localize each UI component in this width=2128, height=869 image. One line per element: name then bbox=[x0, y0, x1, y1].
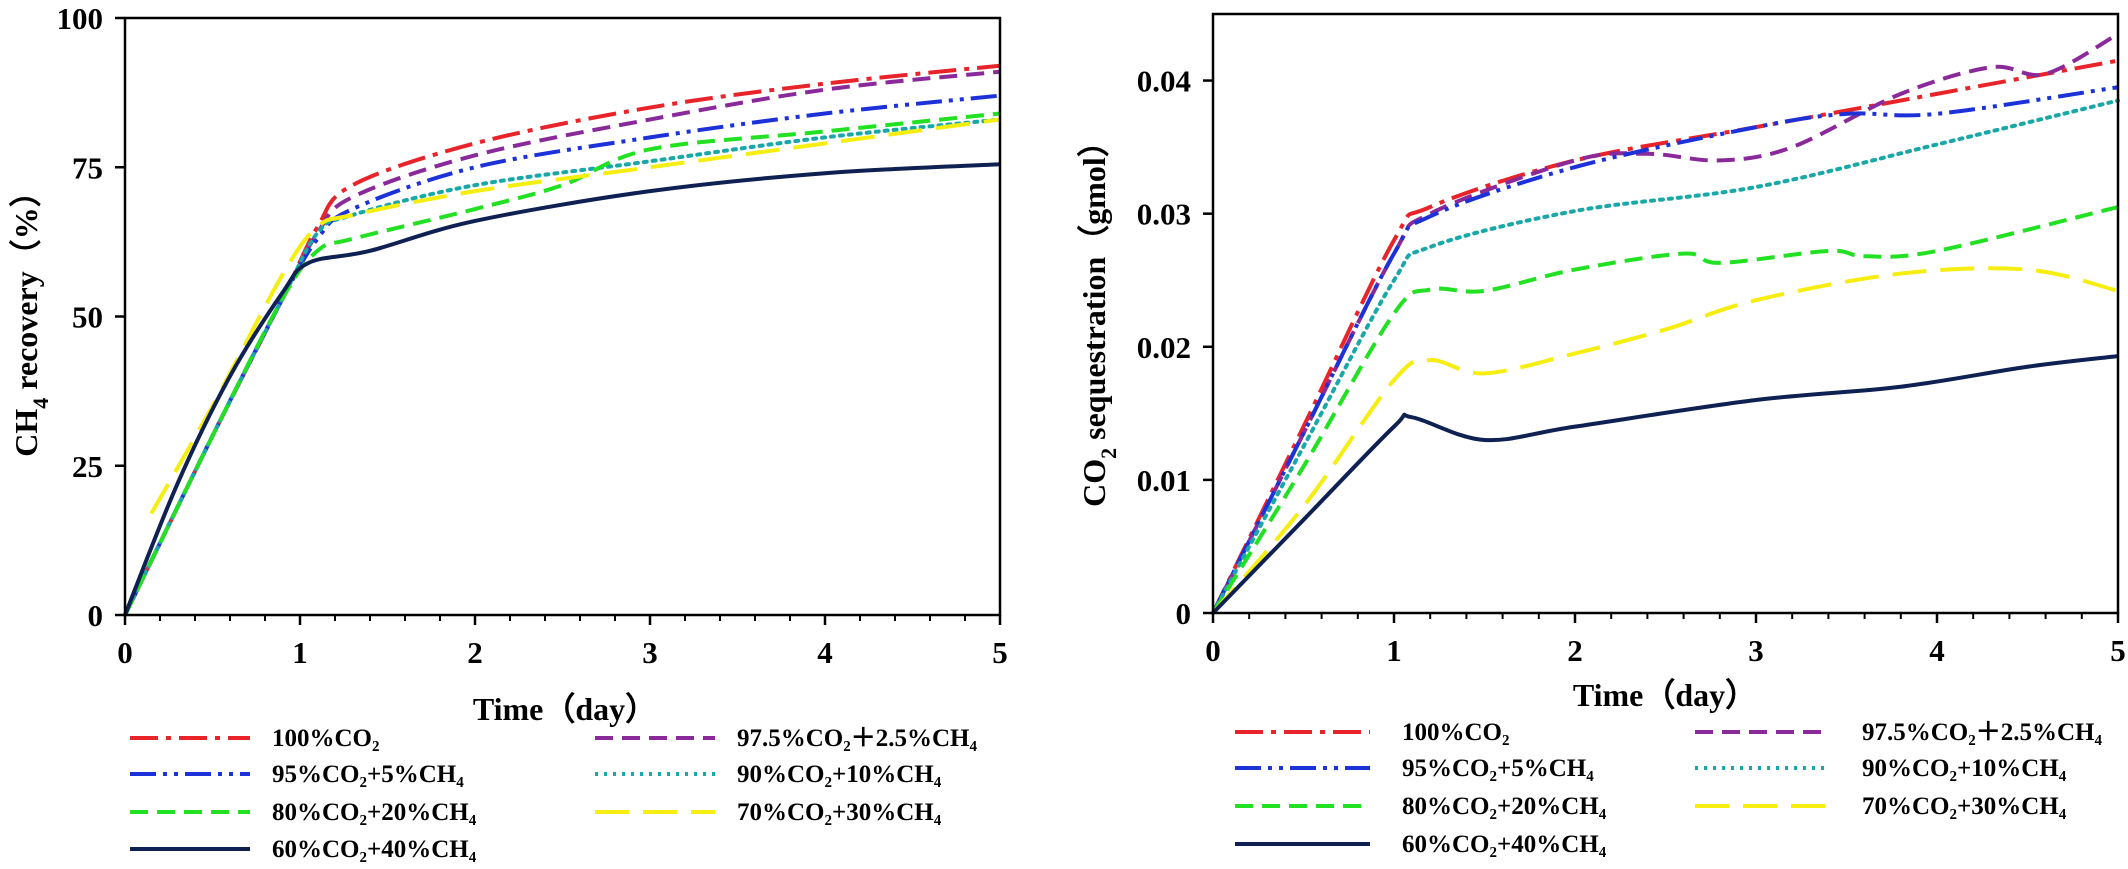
legend: 100%CO₂ 97.5%CO₂＋2.5%CH₄ 95%CO₂+5%CH₄ 90%CO… bbox=[1235, 719, 2102, 858]
series-line-1 bbox=[123, 63, 1001, 616]
legend-label-7: 60%CO₂+40%CH₄ bbox=[1402, 831, 1607, 858]
x-tick-label: 2 bbox=[1567, 633, 1583, 668]
x-tick-label: 4 bbox=[817, 635, 833, 670]
series-layer bbox=[1211, 32, 2120, 615]
series-line-4 bbox=[1211, 98, 2120, 615]
y-axis-title-subscript: 4 bbox=[28, 398, 53, 409]
y-tick-label: 0 bbox=[1176, 596, 1192, 631]
legend-label-1: 100%CO₂ bbox=[272, 725, 380, 752]
chart-co2-sequestration: 0 1 2 3 4 500.010.020.030.04 Time（day） CO2 se… bbox=[1076, 12, 2126, 858]
legend-label-5: 80%CO₂+20%CH₄ bbox=[1402, 793, 1607, 820]
series-layer bbox=[123, 63, 1002, 617]
x-axis-title: Time（day） bbox=[1573, 677, 1757, 713]
series-line-4 bbox=[123, 117, 1002, 617]
series-line-1 bbox=[1211, 58, 2119, 614]
x-tick-label: 3 bbox=[642, 635, 658, 670]
legend: 100%CO₂ 97.5%CO₂＋2.5%CH₄ 95%CO₂+5%CH₄ 90%CO… bbox=[130, 725, 977, 863]
series-line-2 bbox=[123, 69, 1001, 616]
x-tick-label: 0 bbox=[117, 635, 133, 670]
y-axis-title-subscript: 2 bbox=[1096, 448, 1121, 459]
y-tick-label: 25 bbox=[72, 449, 103, 484]
x-tick-label: 4 bbox=[1929, 633, 1945, 668]
legend-label-3: 95%CO₂+5%CH₄ bbox=[272, 761, 464, 788]
y-tick-label: 0 bbox=[88, 598, 104, 633]
y-tick-label: 0.04 bbox=[1137, 64, 1191, 99]
x-axis-title: Time（day） bbox=[473, 691, 657, 727]
y-axis-title-rest: recovery（%） bbox=[8, 175, 44, 397]
y-tick-label: 0.01 bbox=[1137, 463, 1191, 498]
y-axis-title-main: CH bbox=[8, 409, 44, 457]
series-line-3 bbox=[1211, 85, 2119, 614]
legend-label-1: 100%CO₂ bbox=[1402, 719, 1510, 746]
legend-label-7: 60%CO₂+40%CH₄ bbox=[272, 836, 477, 863]
x-tick-label: 2 bbox=[467, 635, 483, 670]
plot-frame bbox=[1211, 12, 2120, 615]
x-tick-label: 5 bbox=[2110, 633, 2126, 668]
series-line-3 bbox=[123, 93, 1001, 616]
legend-label-6: 70%CO₂+30%CH₄ bbox=[1862, 793, 2067, 820]
y-axis-title: CH4 recovery（%） bbox=[8, 175, 52, 456]
y-axis-title-rest: sequestration（gmol） bbox=[1076, 125, 1112, 448]
series-line-6 bbox=[149, 117, 1001, 515]
series-line-5 bbox=[123, 111, 1001, 616]
series-line-2 bbox=[1211, 32, 2119, 614]
legend-label-5: 80%CO₂+20%CH₄ bbox=[272, 799, 477, 826]
legend-label-4: 90%CO₂+10%CH₄ bbox=[1862, 755, 2067, 782]
legend-label-3: 95%CO₂+5%CH₄ bbox=[1402, 755, 1594, 782]
y-tick-label: 50 bbox=[72, 300, 103, 335]
y-tick-label: 75 bbox=[72, 150, 103, 185]
ticks-layer: 0 1 2 3 4 5 0 0.01 0.02 0.03 0.04 bbox=[1137, 64, 2126, 668]
legend-label-6: 70%CO₂+30%CH₄ bbox=[737, 799, 942, 826]
x-tick-label: 5 bbox=[992, 635, 1008, 670]
x-tick-label: 3 bbox=[1748, 633, 1764, 668]
x-tick-label: 1 bbox=[1386, 633, 1402, 668]
x-tick-label: 0 bbox=[1205, 633, 1221, 668]
series-line-7 bbox=[1211, 354, 2119, 615]
series-line-5 bbox=[1211, 205, 2119, 615]
legend-label-2: 97.5%CO₂＋2.5%CH₄ bbox=[1862, 719, 2102, 746]
series-line-7 bbox=[123, 162, 1001, 616]
y-axis-title-main: CO bbox=[1076, 459, 1112, 507]
x-tick-label: 1 bbox=[292, 635, 308, 670]
legend-label-4: 90%CO₂+10%CH₄ bbox=[737, 761, 942, 788]
y-tick-label: 0.02 bbox=[1137, 330, 1191, 365]
legend-label-2: 97.5%CO₂＋2.5%CH₄ bbox=[737, 725, 977, 752]
y-tick-label: 0.03 bbox=[1137, 197, 1191, 232]
y-tick-label: 100 bbox=[57, 1, 104, 36]
y-axis-title: CO2 sequestration（gmol） bbox=[1076, 125, 1120, 507]
series-line-6 bbox=[1211, 266, 2119, 615]
